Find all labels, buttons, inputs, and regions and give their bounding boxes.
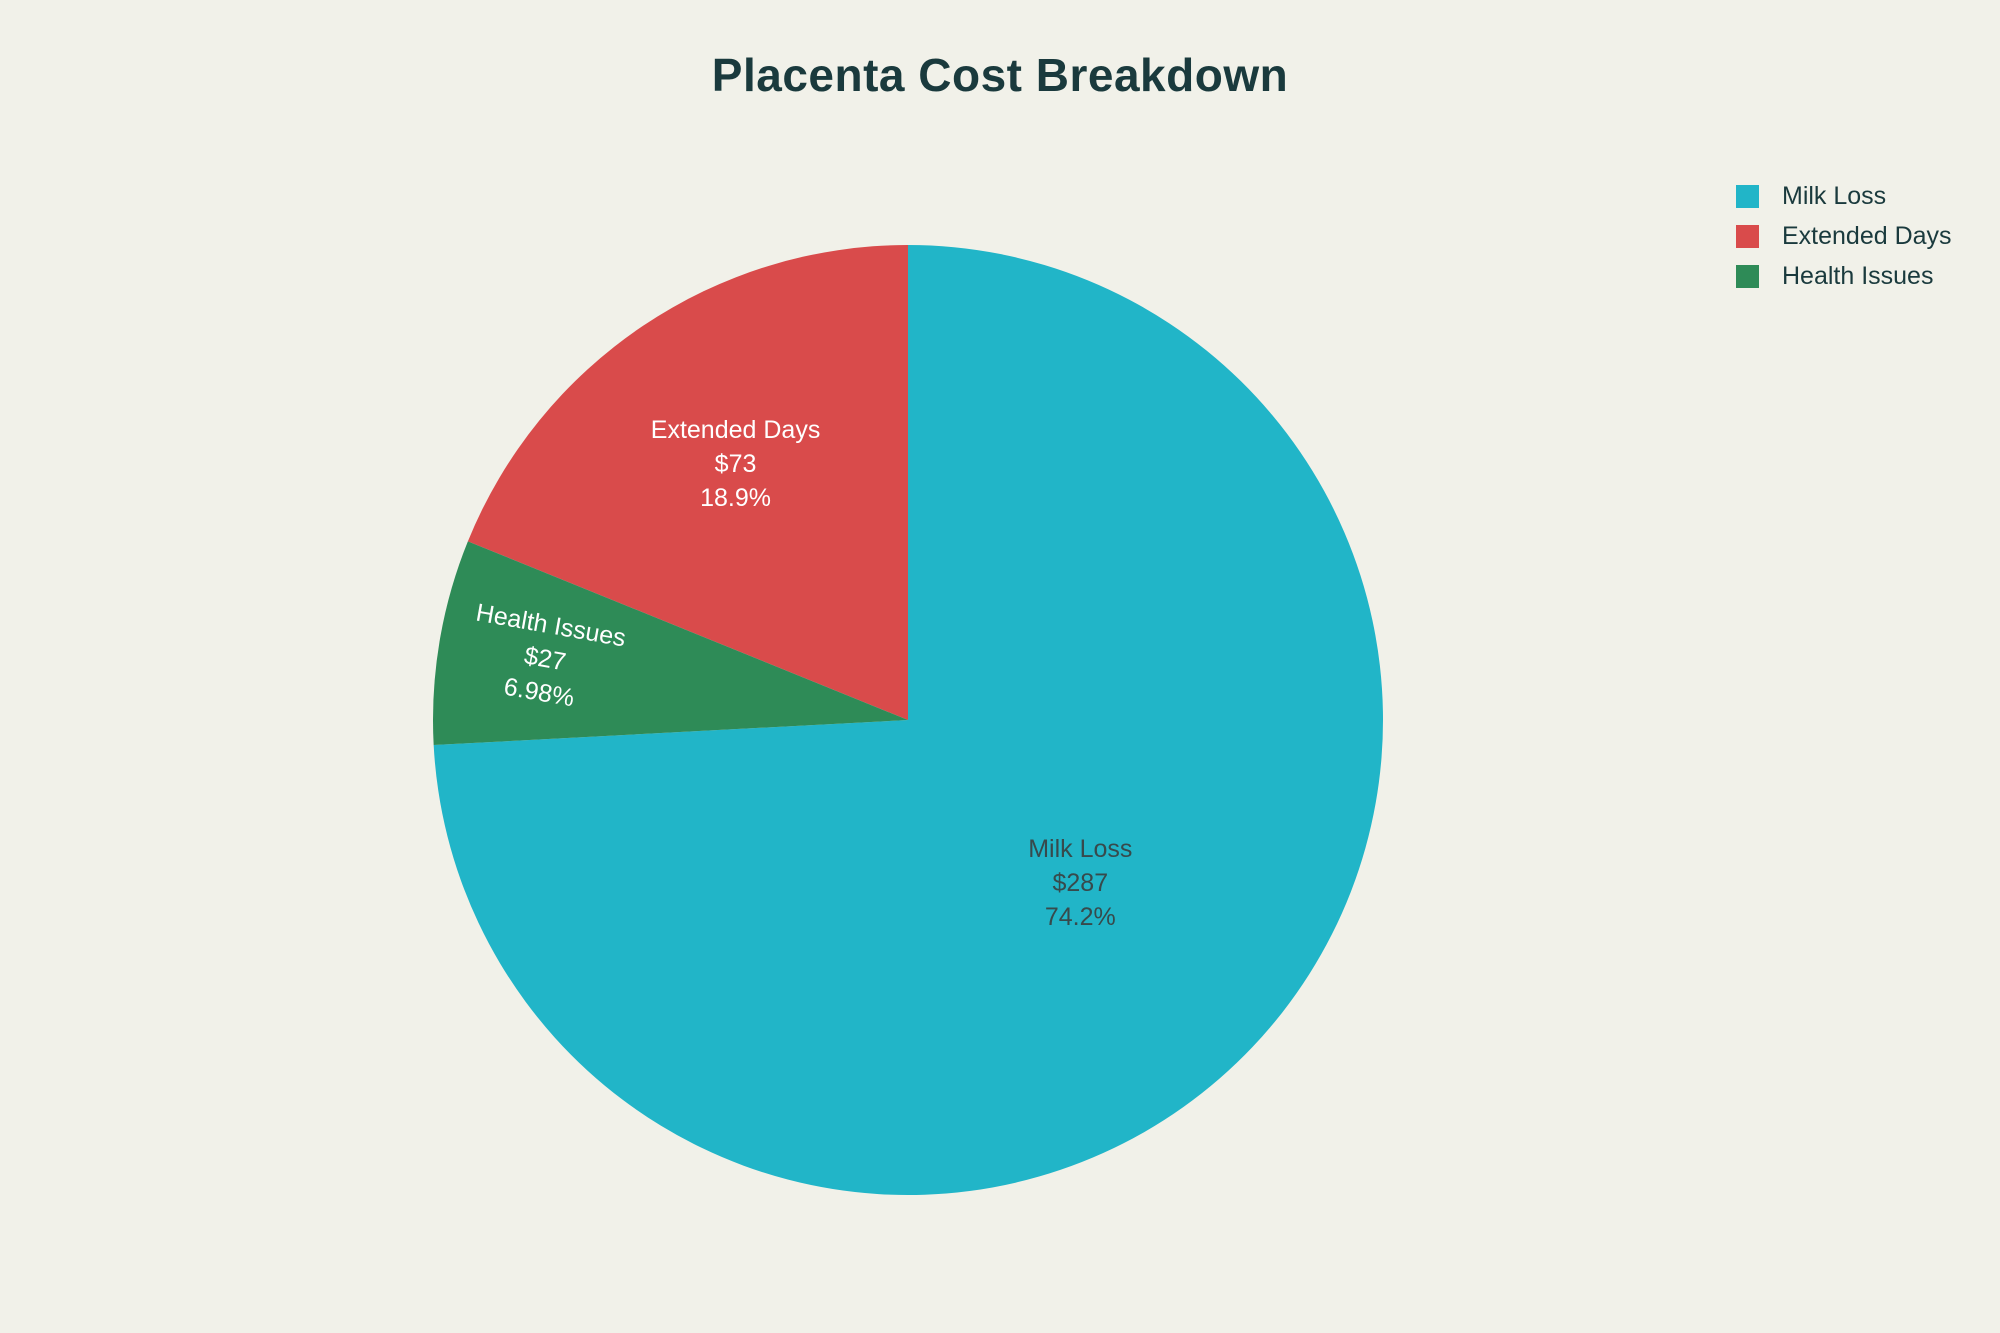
pie-slice-extended-days[interactable] [467, 245, 908, 720]
legend-item-label: Health Issues [1782, 262, 1934, 290]
legend-swatch-icon [1736, 265, 1759, 288]
legend-item-label: Extended Days [1782, 222, 1952, 250]
legend: Milk Loss Extended Days Health Issues [1736, 182, 1952, 303]
chart-title: Placenta Cost Breakdown [711, 49, 1289, 101]
legend-item-extended-days[interactable]: Extended Days [1736, 222, 1952, 250]
pie-slice-health-issues[interactable] [433, 541, 908, 746]
legend-item-milk-loss[interactable]: Milk Loss [1736, 182, 1952, 210]
legend-swatch-icon [1736, 185, 1759, 208]
legend-item-label: Milk Loss [1782, 182, 1887, 210]
pie-slice-milk-loss[interactable] [433, 245, 1383, 1195]
legend-item-health-issues[interactable]: Health Issues [1736, 262, 1952, 290]
legend-swatch-icon [1736, 225, 1759, 248]
